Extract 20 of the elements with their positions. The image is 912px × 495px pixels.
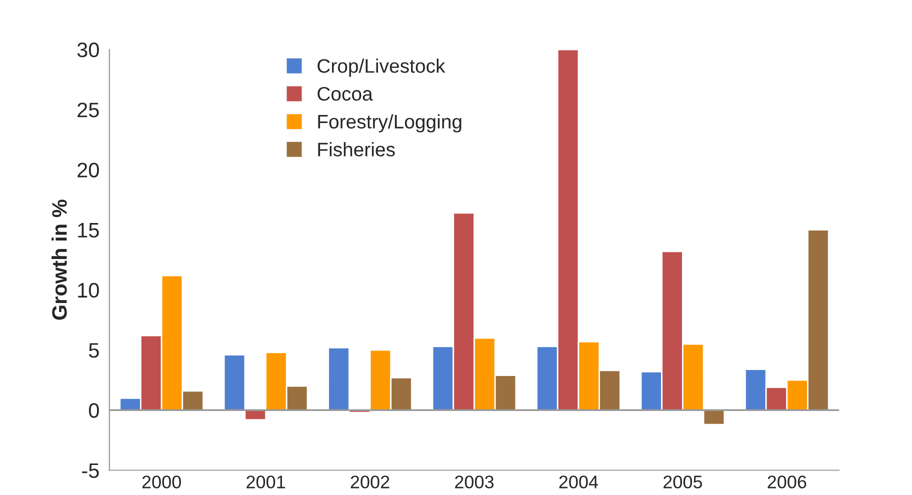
- x-tick-label: 2002: [350, 476, 390, 488]
- y-tick-label: 10: [78, 282, 99, 298]
- legend-label: Cocoa: [318, 86, 373, 101]
- y-tick-label: 30: [77, 42, 99, 58]
- legend-label: Forestry/Logging: [318, 114, 462, 132]
- y-tick-label: 25: [78, 102, 99, 118]
- x-tick-label: 2004: [559, 476, 598, 488]
- x-tick-label: 2000: [142, 476, 181, 488]
- x-tick-label: 2001: [246, 476, 285, 488]
- legend-label: Fisheries: [318, 142, 395, 156]
- x-tick-label: 2005: [664, 476, 702, 488]
- y-tick-label: -5: [82, 463, 99, 478]
- y-tick-label: 5: [88, 343, 99, 358]
- y-tick-label: 15: [78, 223, 99, 238]
- y-axis-title: Growth in %: [52, 200, 67, 320]
- y-tick-label: 20: [78, 162, 99, 178]
- x-tick-label: 2003: [455, 476, 494, 488]
- x-tick-label: 2006: [768, 476, 806, 488]
- y-tick-label: 0: [88, 403, 99, 418]
- legend-label: Crop/Livestock: [318, 58, 446, 77]
